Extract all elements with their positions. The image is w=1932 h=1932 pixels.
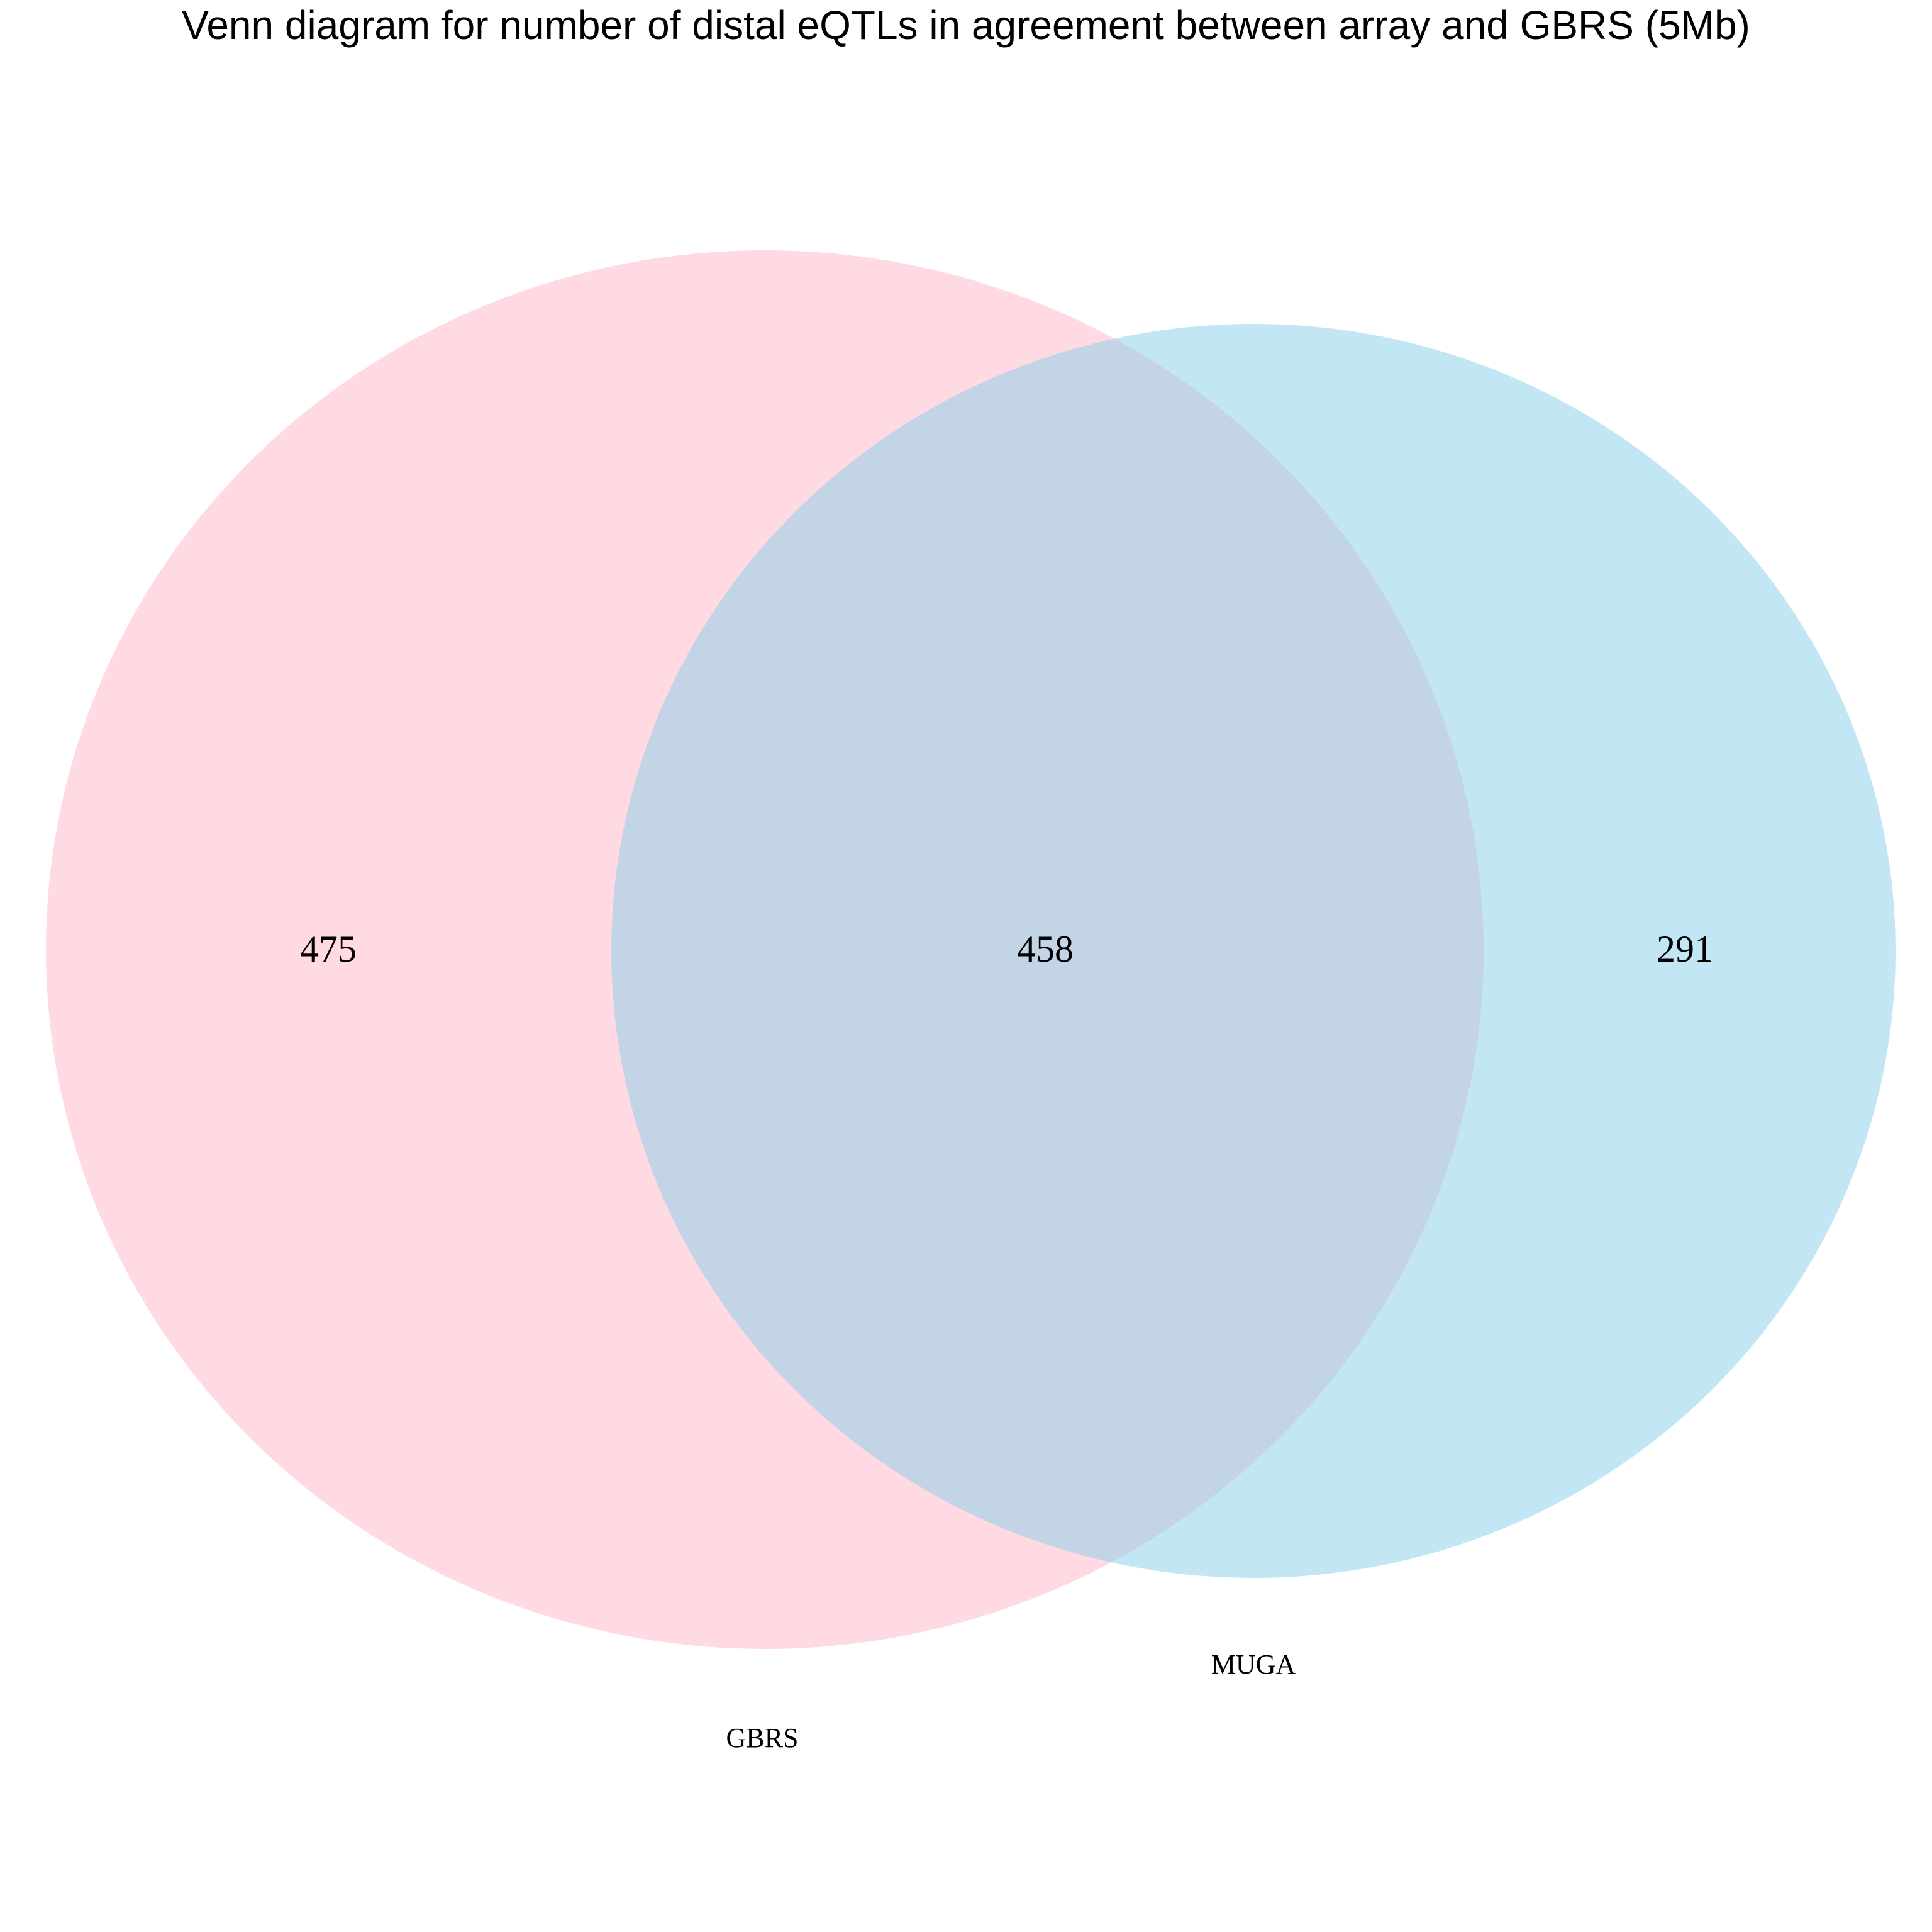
venn-circles <box>46 250 1896 1649</box>
muga-set-circle <box>611 324 1896 1578</box>
muga-set-label: MUGA <box>1211 1649 1296 1680</box>
muga-only-count: 291 <box>1657 928 1713 970</box>
diagram-title: Venn diagram for number of distal eQTLs … <box>182 3 1750 48</box>
gbrs-only-count: 475 <box>300 928 357 970</box>
gbrs-set-label: GBRS <box>726 1723 799 1753</box>
intersection-count: 458 <box>1017 928 1074 970</box>
